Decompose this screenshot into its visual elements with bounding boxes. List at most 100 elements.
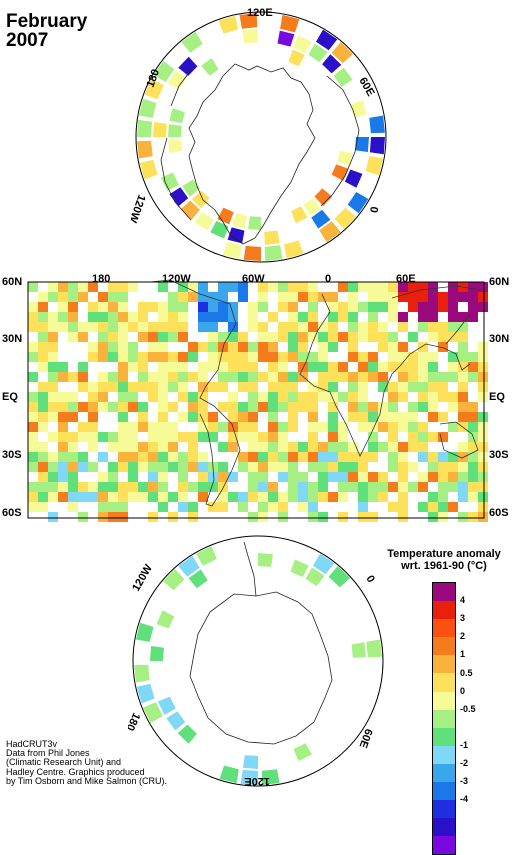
anomaly-cell — [180, 200, 200, 220]
anomaly-cell — [168, 292, 178, 302]
anomaly-cell — [448, 322, 458, 332]
anomaly-cell — [338, 472, 348, 482]
anomaly-cell — [239, 13, 258, 29]
anomaly-cell — [98, 352, 108, 362]
anomaly-cell — [157, 696, 176, 715]
anomaly-cell — [118, 362, 128, 372]
credit-line: HadCRUT3v — [6, 739, 58, 749]
anomaly-cell — [478, 382, 488, 392]
anomaly-cell — [408, 362, 418, 372]
anomaly-cell — [428, 452, 438, 462]
anomaly-cell — [198, 322, 208, 332]
anomaly-cell — [458, 322, 468, 332]
anomaly-cell — [138, 492, 148, 502]
anomaly-cell — [248, 342, 258, 352]
anomaly-cell — [305, 567, 325, 587]
anomaly-cell — [178, 292, 188, 302]
anomaly-cell — [68, 282, 78, 292]
anomaly-cell — [468, 402, 478, 412]
anomaly-cell — [388, 502, 398, 512]
anomaly-cell — [38, 342, 48, 352]
anomaly-cell — [208, 422, 218, 432]
anomaly-cell — [48, 402, 58, 412]
anomaly-cell — [438, 462, 448, 472]
anomaly-cell — [288, 302, 298, 312]
anomaly-cell — [318, 442, 328, 452]
anomaly-cell — [358, 382, 368, 392]
anomaly-cell — [167, 70, 187, 90]
anomaly-cell — [238, 432, 248, 442]
anomaly-cell — [158, 502, 168, 512]
anomaly-cell — [358, 482, 368, 492]
anomaly-cell — [268, 372, 278, 382]
anomaly-cell — [178, 362, 188, 372]
anomaly-cell — [328, 472, 338, 482]
anomaly-cell — [468, 282, 478, 292]
anomaly-cell — [428, 432, 438, 442]
anomaly-cell — [158, 342, 168, 352]
anomaly-cell — [78, 362, 88, 372]
anomaly-cell — [88, 392, 98, 402]
anomaly-cell — [128, 462, 138, 472]
anomaly-cell — [348, 412, 358, 422]
anomaly-cell — [98, 302, 108, 312]
anomaly-cell — [238, 352, 248, 362]
anomaly-cell — [428, 352, 438, 362]
anomaly-cell — [408, 302, 418, 312]
anomaly-cell — [468, 312, 478, 322]
anomaly-cell — [298, 352, 308, 362]
anomaly-cell — [378, 442, 388, 452]
anomaly-cell — [108, 512, 118, 522]
anomaly-cell — [368, 512, 378, 522]
anomaly-cell — [278, 362, 288, 372]
anomaly-cell — [418, 432, 428, 442]
anomaly-cell — [248, 402, 258, 412]
anomaly-cell — [198, 422, 208, 432]
legend-swatch — [433, 818, 455, 837]
anomaly-cell — [118, 442, 128, 452]
credit-line: Data from Phil Jones — [6, 748, 90, 759]
anomaly-cell — [88, 322, 98, 332]
anomaly-cell — [268, 312, 278, 322]
anomaly-cell — [258, 472, 268, 482]
anomaly-cell — [258, 442, 268, 452]
anomaly-cell — [338, 512, 348, 522]
anomaly-cell — [278, 372, 288, 382]
anomaly-cell — [348, 302, 358, 312]
anomaly-cell — [78, 372, 88, 382]
legend-label: 0.5 — [460, 667, 473, 678]
anomaly-cell — [418, 502, 428, 512]
anomaly-cell — [68, 502, 78, 512]
anomaly-cell — [238, 332, 248, 342]
anomaly-cell — [328, 302, 338, 312]
anomaly-cell — [138, 98, 157, 118]
anomaly-cell — [68, 392, 78, 402]
anomaly-cell — [288, 292, 298, 302]
anomaly-cell — [328, 462, 338, 472]
legend-swatch — [433, 655, 455, 674]
anomaly-cell — [268, 382, 278, 392]
anomaly-cell — [178, 56, 198, 76]
anomaly-cell — [222, 241, 242, 260]
anomaly-cell — [368, 282, 378, 292]
anomaly-cell — [328, 312, 338, 322]
anomaly-cell — [448, 452, 458, 462]
anomaly-cell — [368, 332, 378, 342]
anomaly-cell — [158, 452, 168, 462]
anomaly-cell — [468, 362, 478, 372]
anomaly-cell — [388, 482, 398, 492]
anomaly-cell — [238, 422, 248, 432]
anomaly-cell — [278, 392, 288, 402]
anomaly-cell — [188, 412, 198, 422]
anomaly-cell — [108, 372, 118, 382]
anomaly-cell — [298, 472, 308, 482]
anomaly-cell — [178, 492, 188, 502]
anomaly-cell — [358, 302, 368, 312]
anomaly-cell — [228, 302, 238, 312]
anomaly-cell — [48, 492, 58, 502]
anomaly-cell — [38, 482, 48, 492]
anomaly-cell — [118, 382, 128, 392]
anomaly-cell — [358, 372, 368, 382]
anomaly-cell — [98, 372, 108, 382]
anomaly-cell — [478, 422, 488, 432]
